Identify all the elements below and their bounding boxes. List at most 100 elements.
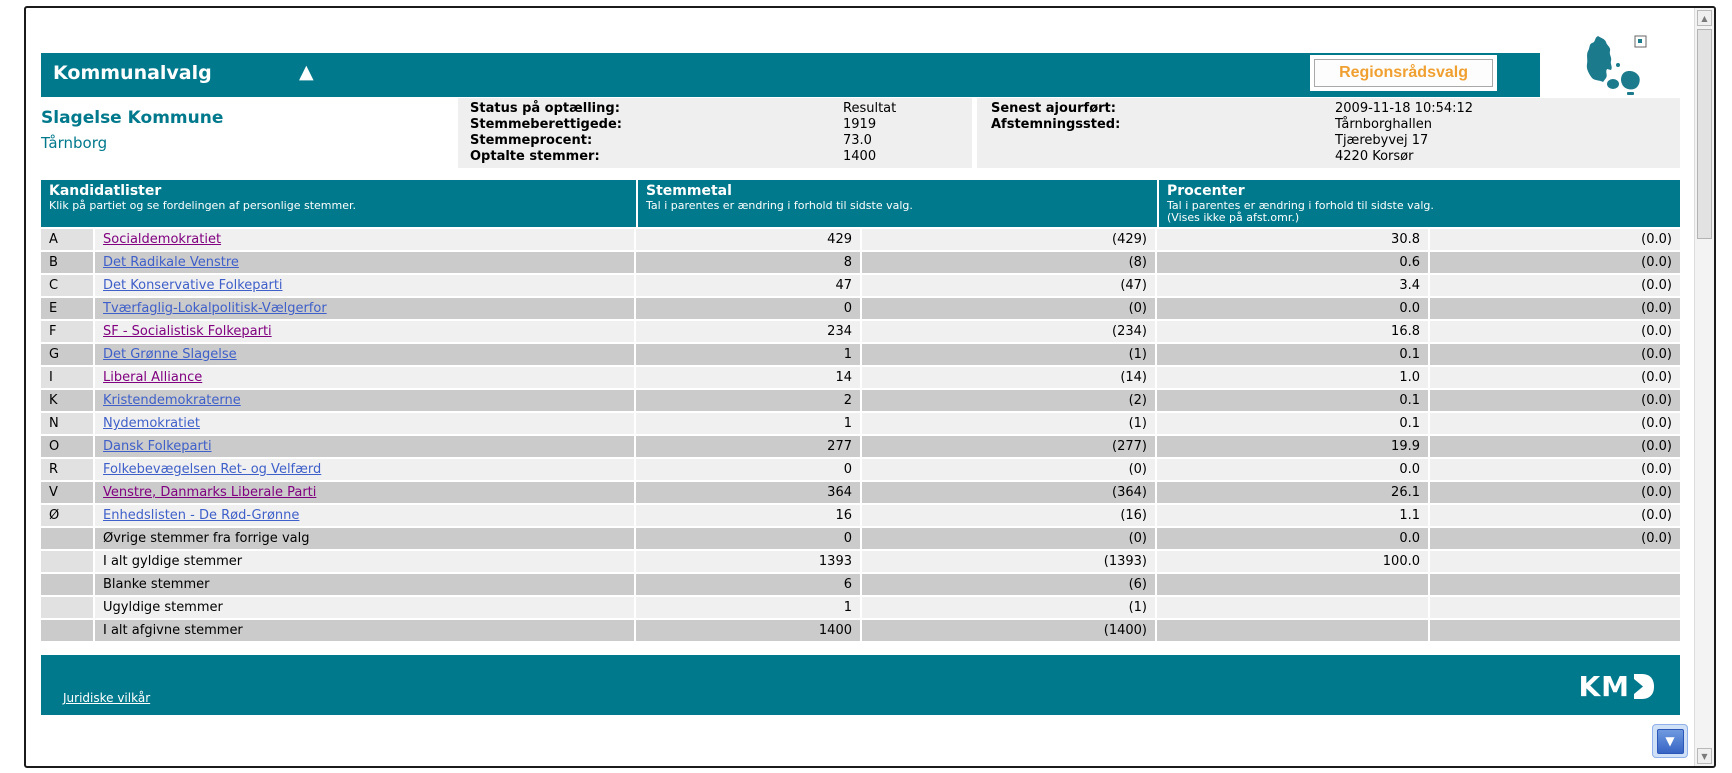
column-header-stemmetal: Stemmetal Tal i parentes er ændring i fo…	[636, 180, 1157, 229]
percent-cell: 0.1	[1157, 413, 1430, 436]
party-link[interactable]: Folkebevægelsen Ret- og Velfærd	[103, 462, 322, 477]
legal-link[interactable]: Juridiske vilkår	[63, 691, 151, 705]
table-row: I alt afgivne stemmer 1400 (1400)	[41, 620, 1680, 643]
votes-change-cell: (1)	[862, 413, 1157, 436]
table-row: I Liberal Alliance 14 (14) 1.0 (0.0)	[41, 367, 1680, 390]
party-link[interactable]: Det Radikale Venstre	[103, 255, 239, 270]
party-letter	[41, 551, 95, 574]
votes-cell: 0	[636, 459, 862, 482]
votes-cell: 429	[636, 229, 862, 252]
percent-cell: 0.1	[1157, 390, 1430, 413]
party-cell: Tværfaglig-Lokalpolitisk-Vælgerfor	[95, 298, 636, 321]
votes-cell: 6	[636, 574, 862, 597]
kmd-logo-d-icon	[1634, 674, 1654, 699]
denmark-map-icon[interactable]	[1577, 34, 1647, 96]
party-link[interactable]: Kristendemokraterne	[103, 393, 241, 408]
party-cell: Det Grønne Slagelse	[95, 344, 636, 367]
party-letter: N	[41, 413, 95, 436]
table-row: Ø Enhedslisten - De Rød-Grønne 16 (16) 1.1 (0…	[41, 505, 1680, 528]
party-link[interactable]: Det Konservative Folkeparti	[103, 278, 283, 293]
percent-cell: 26.1	[1157, 482, 1430, 505]
scrollbar-down-icon[interactable]: ▼	[1697, 748, 1712, 764]
percent-change-cell: (0.0)	[1430, 436, 1680, 459]
party-link[interactable]: Nydemokratiet	[103, 416, 200, 431]
party-cell: Det Radikale Venstre	[95, 252, 636, 275]
table-row: Øvrige stemmer fra forrige valg 0 (0) 0.0 (0…	[41, 528, 1680, 551]
party-link[interactable]: Socialdemokratiet	[103, 232, 222, 247]
party-letter: F	[41, 321, 95, 344]
table-row: C Det Konservative Folkeparti 47 (47) 3.4 (0.…	[41, 275, 1680, 298]
votes-change-cell: (2)	[862, 390, 1157, 413]
votes-change-cell: (1400)	[862, 620, 1157, 643]
updated-value: 2009-11-18 10:54:12	[1335, 101, 1474, 116]
scrollbar-thumb[interactable]	[1697, 29, 1712, 239]
party-letter: A	[41, 229, 95, 252]
table-row: F SF - Socialistisk Folkeparti 234 (234) 16.…	[41, 321, 1680, 344]
kmd-logo-text: KM	[1578, 670, 1630, 703]
votes-change-cell: (1393)	[862, 551, 1157, 574]
party-link[interactable]: Venstre, Danmarks Liberale Parti	[103, 485, 317, 500]
table-row: N Nydemokratiet 1 (1) 0.1 (0.0)	[41, 413, 1680, 436]
percent-change-cell: (0.0)	[1430, 482, 1680, 505]
percent-cell: 0.0	[1157, 459, 1430, 482]
table-row: B Det Radikale Venstre 8 (8) 0.6 (0.0)	[41, 252, 1680, 275]
party-cell: Nydemokratiet	[95, 413, 636, 436]
kmd-logo: KM	[1578, 670, 1654, 703]
votes-change-cell: (1)	[862, 597, 1157, 620]
party-cell: Enhedslisten - De Rød-Grønne	[95, 505, 636, 528]
municipality-title: Slagelse Kommune	[41, 108, 224, 128]
party-link[interactable]: Dansk Folkeparti	[103, 439, 212, 454]
party-link[interactable]: SF - Socialistisk Folkeparti	[103, 324, 272, 339]
party-link[interactable]: Liberal Alliance	[103, 370, 203, 385]
info-panel: Senest ajourført: 2009-11-18 10:54:12 Afs…	[977, 98, 1680, 168]
table-row: A Socialdemokratiet 429 (429) 30.8 (0.0)	[41, 229, 1680, 252]
party-letter: R	[41, 459, 95, 482]
party-cell: Øvrige stemmer fra forrige valg	[95, 528, 636, 551]
scrollbar-up-icon[interactable]: ▲	[1697, 10, 1712, 26]
percent-change-cell: (0.0)	[1430, 252, 1680, 275]
percent-cell: 100.0	[1157, 551, 1430, 574]
percent-cell: 1.1	[1157, 505, 1430, 528]
votes-change-cell: (16)	[862, 505, 1157, 528]
percent-cell: 0.0	[1157, 298, 1430, 321]
party-letter: Ø	[41, 505, 95, 528]
header-bar: Kommunalvalg ▲ Regionsrådsvalg	[41, 53, 1540, 97]
column-header-procenter: Procenter Tal i parentes er ændring i fo…	[1157, 180, 1680, 229]
party-link[interactable]: Tværfaglig-Lokalpolitisk-Vælgerfor	[103, 301, 327, 316]
collapse-triangle-icon[interactable]: ▲	[299, 61, 314, 83]
party-cell: Kristendemokraterne	[95, 390, 636, 413]
party-letter	[41, 597, 95, 620]
percent-change-cell: (0.0)	[1430, 459, 1680, 482]
votes-cell: 1	[636, 413, 862, 436]
party-letter: O	[41, 436, 95, 459]
votes-cell: 47	[636, 275, 862, 298]
party-link[interactable]: Det Grønne Slagelse	[103, 347, 237, 362]
status-value: 1400	[843, 149, 877, 164]
party-link[interactable]: Enhedslisten - De Rød-Grønne	[103, 508, 300, 523]
results-table: Kandidatlister Klik på partiet og se for…	[41, 180, 1680, 643]
votes-cell: 14	[636, 367, 862, 390]
party-letter	[41, 620, 95, 643]
votes-cell: 0	[636, 298, 862, 321]
party-cell: Liberal Alliance	[95, 367, 636, 390]
percent-cell: 19.9	[1157, 436, 1430, 459]
votes-change-cell: (277)	[862, 436, 1157, 459]
party-cell: I alt afgivne stemmer	[95, 620, 636, 643]
regionsraadsvalg-button[interactable]: Regionsrådsvalg	[1310, 55, 1497, 91]
status-label: Stemmeprocent:	[470, 133, 593, 148]
party-cell: SF - Socialistisk Folkeparti	[95, 321, 636, 344]
party-cell: Blanke stemmer	[95, 574, 636, 597]
votes-change-cell: (0)	[862, 528, 1157, 551]
party-letter: I	[41, 367, 95, 390]
jump-to-bottom-button[interactable]: ▼	[1652, 724, 1688, 758]
percent-cell: 0.1	[1157, 344, 1430, 367]
votes-cell: 8	[636, 252, 862, 275]
party-cell: Dansk Folkeparti	[95, 436, 636, 459]
percent-cell: 30.8	[1157, 229, 1430, 252]
votes-cell: 234	[636, 321, 862, 344]
percent-cell: 1.0	[1157, 367, 1430, 390]
percent-change-cell	[1430, 574, 1680, 597]
vertical-scrollbar[interactable]: ▲ ▼	[1694, 8, 1714, 766]
results-table-body: A Socialdemokratiet 429 (429) 30.8 (0.0) B Det …	[41, 229, 1680, 643]
party-letter: B	[41, 252, 95, 275]
